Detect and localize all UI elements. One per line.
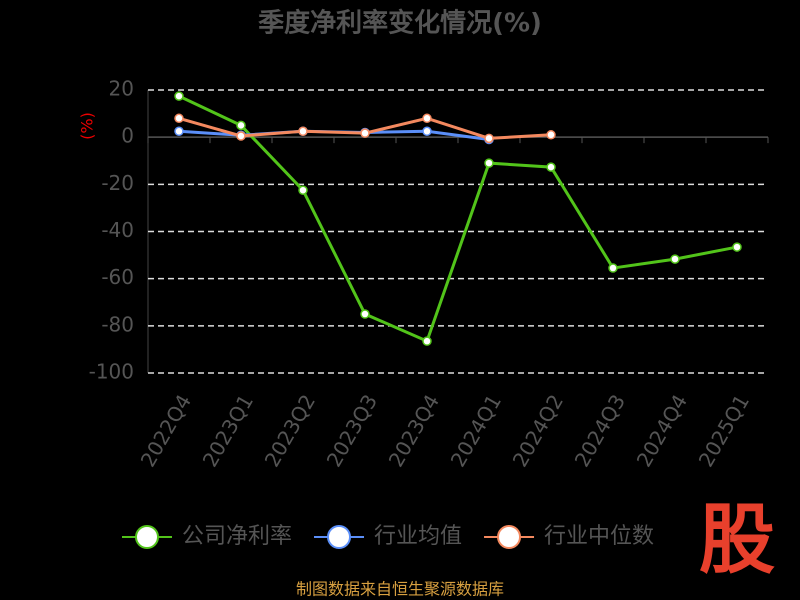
y-axis-label: (%) xyxy=(78,112,97,140)
chart-title: 季度净利率变化情况(%) xyxy=(258,8,542,39)
point xyxy=(422,336,432,346)
legend-label: 行业中位数 xyxy=(544,524,654,549)
y-tick-label: 20 xyxy=(109,77,134,101)
point xyxy=(732,242,742,252)
point xyxy=(608,263,618,273)
y-tick-label: -80 xyxy=(101,312,134,336)
source: 制图数据来自恒生聚源数据库 xyxy=(296,580,504,599)
point xyxy=(422,113,432,124)
legend-marker xyxy=(135,525,159,549)
series-line xyxy=(178,94,738,344)
y-tick-label: -20 xyxy=(101,171,134,195)
y-tick-label: -40 xyxy=(101,218,134,242)
legend-marker xyxy=(327,525,352,549)
y-tick-label: -100 xyxy=(89,360,134,384)
point xyxy=(298,185,308,195)
legend-marker xyxy=(497,525,522,549)
point xyxy=(174,126,184,137)
y-tick-label: -60 xyxy=(101,265,134,289)
y-tick-label: 0 xyxy=(121,124,134,148)
point xyxy=(298,126,308,137)
point xyxy=(174,113,184,124)
point xyxy=(236,131,246,141)
logo: 股 xyxy=(699,495,775,584)
point xyxy=(546,130,556,140)
point xyxy=(360,309,370,319)
legend-label: 行业均值 xyxy=(374,524,462,549)
point xyxy=(360,128,370,138)
point xyxy=(484,133,494,144)
point xyxy=(546,162,556,172)
point xyxy=(236,120,246,131)
point xyxy=(670,254,680,264)
legend-label: 公司净利率 xyxy=(182,524,292,549)
point xyxy=(174,91,184,101)
point xyxy=(484,158,494,168)
point xyxy=(422,126,432,137)
